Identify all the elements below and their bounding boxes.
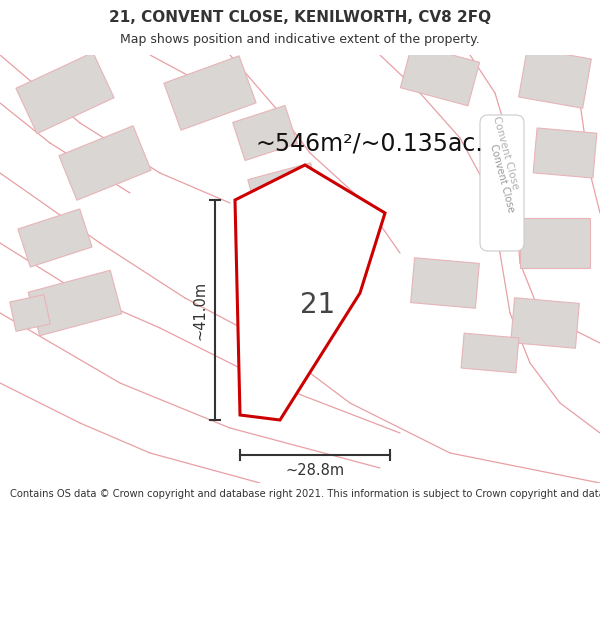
Polygon shape (164, 56, 256, 130)
Polygon shape (248, 163, 322, 223)
Polygon shape (461, 333, 519, 373)
Polygon shape (18, 209, 92, 267)
Text: 21, CONVENT CLOSE, KENILWORTH, CV8 2FQ: 21, CONVENT CLOSE, KENILWORTH, CV8 2FQ (109, 9, 491, 24)
Text: ~41.0m: ~41.0m (192, 281, 207, 339)
Text: Convent Close: Convent Close (491, 115, 521, 191)
Text: Contains OS data © Crown copyright and database right 2021. This information is : Contains OS data © Crown copyright and d… (10, 489, 600, 499)
Polygon shape (250, 218, 300, 298)
Polygon shape (28, 270, 122, 336)
Text: ~546m²/~0.135ac.: ~546m²/~0.135ac. (255, 131, 483, 155)
Polygon shape (59, 126, 151, 200)
Polygon shape (511, 298, 580, 348)
Polygon shape (235, 165, 385, 420)
Polygon shape (16, 52, 114, 134)
Polygon shape (518, 48, 592, 108)
Polygon shape (10, 295, 50, 331)
Polygon shape (233, 106, 298, 161)
Text: Convent Close: Convent Close (488, 142, 516, 213)
Text: 21: 21 (301, 291, 335, 319)
Polygon shape (410, 258, 479, 308)
Polygon shape (533, 128, 597, 178)
Polygon shape (520, 218, 590, 268)
Text: Map shows position and indicative extent of the property.: Map shows position and indicative extent… (120, 32, 480, 46)
FancyBboxPatch shape (480, 115, 524, 251)
Text: ~28.8m: ~28.8m (286, 463, 344, 478)
Polygon shape (400, 44, 479, 106)
